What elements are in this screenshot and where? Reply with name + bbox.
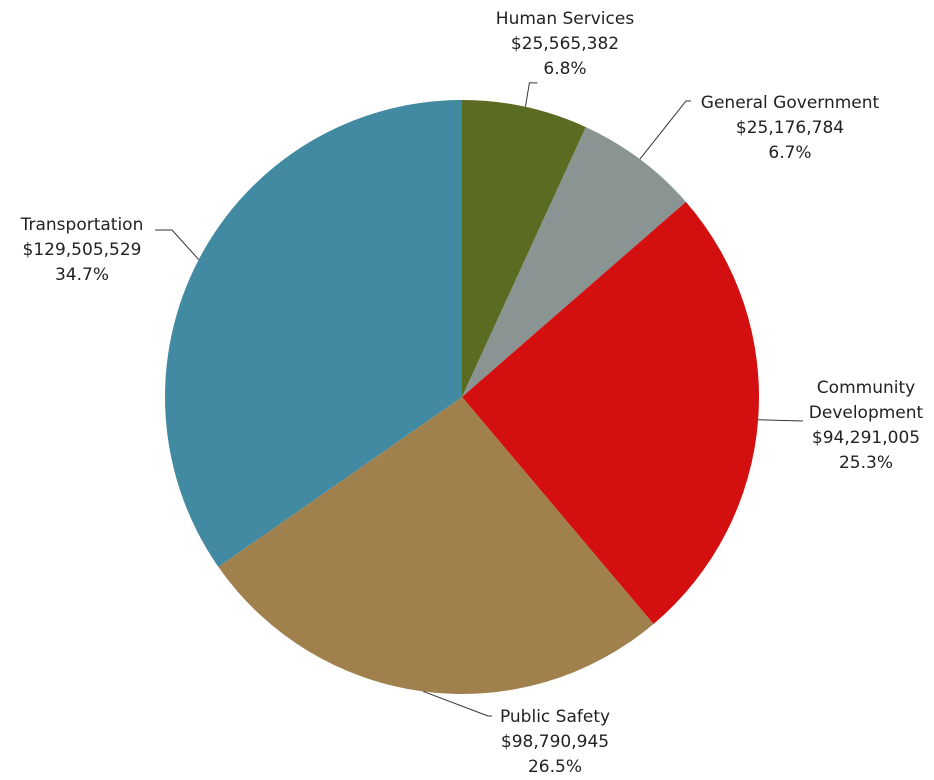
slices-layer	[165, 100, 759, 695]
slice-value-label: $25,565,382	[511, 34, 619, 54]
leader-line-public-safety	[423, 691, 492, 717]
pie-slice-public-safety	[218, 397, 654, 695]
pie-slice-general-government	[462, 127, 686, 398]
pie-slice-community-development	[462, 201, 759, 625]
slice-percent-label: 26.5%	[528, 757, 582, 777]
pie-label-community-development: Community Development $94,291,005 25.3%	[809, 378, 924, 473]
slice-percent-label: 6.8%	[543, 59, 586, 79]
slice-value-label: $25,176,784	[736, 118, 844, 138]
slice-value-label: $94,291,005	[812, 428, 920, 448]
pie-slice-transportation	[165, 100, 463, 567]
slice-value-label: $129,505,529	[23, 240, 142, 260]
leader-line-general-government	[639, 100, 691, 160]
leader-line-community-development	[758, 419, 804, 422]
slice-name-label: Development	[809, 403, 924, 423]
slice-value-label: $98,790,945	[501, 732, 609, 752]
pie-label-transportation: Transportation $129,505,529 34.7%	[20, 215, 144, 285]
slice-percent-label: 34.7%	[55, 265, 109, 285]
slice-percent-label: 25.3%	[839, 453, 893, 473]
leader-line-transportation	[155, 229, 200, 260]
slice-name-label: General Government	[701, 93, 880, 113]
slice-name-label: Public Safety	[500, 707, 610, 727]
pie-label-general-government: General Government $25,176,784 6.7%	[701, 93, 880, 163]
slice-name-label: Community	[817, 378, 915, 398]
pie-label-public-safety: Public Safety $98,790,945 26.5%	[500, 707, 610, 777]
pie-slice-human-services	[462, 100, 586, 397]
pie-label-human-services: Human Services $25,565,382 6.8%	[496, 9, 635, 79]
slice-percent-label: 6.7%	[768, 143, 811, 163]
slice-name-label: Human Services	[496, 9, 635, 29]
labels-layer: Human Services $25,565,382 6.8% General Gov…	[20, 9, 924, 777]
leader-lines-layer	[155, 82, 804, 717]
leader-line-human-services	[524, 82, 538, 107]
slice-name-label: Transportation	[20, 215, 144, 235]
